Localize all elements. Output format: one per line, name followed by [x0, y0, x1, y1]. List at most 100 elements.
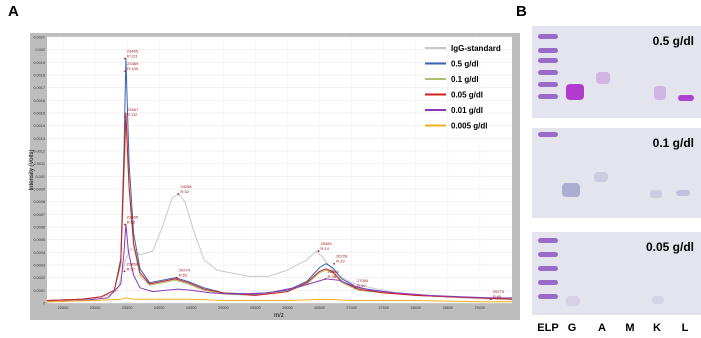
- y-tick-labels: 0 0.0001 0.0002 0.0003 0.0004 0.0005 0.0006 0.0…: [33, 36, 45, 306]
- ladder-band: [538, 132, 558, 137]
- peak-label: R:38: [328, 274, 337, 279]
- gel-panel-3: 0.05 g/dl: [532, 232, 701, 315]
- y-tick-label: 0.0015: [33, 112, 45, 116]
- x-tick-label: 27500: [378, 306, 389, 310]
- y-tick-label: 0.0014: [33, 124, 45, 128]
- gel-band: [562, 183, 580, 197]
- x-tick-label: 24500: [186, 306, 197, 310]
- lane-labels: ELP G A M K L: [532, 322, 701, 336]
- x-tick-label: 27000: [346, 306, 357, 310]
- x-tick-label: 26000: [282, 306, 293, 310]
- y-tick-label: 0.0006: [33, 226, 45, 230]
- ladder-band: [538, 94, 558, 99]
- mass-spectrum-chart: 23465R:12123469R:13923467R:11224298R:322…: [29, 33, 520, 320]
- x-tick-label: 24000: [154, 306, 165, 310]
- peak-label: R:32: [180, 189, 189, 194]
- peak-marker: [489, 298, 492, 301]
- peak-marker: [324, 278, 327, 280]
- peak-marker: [124, 57, 126, 60]
- panel-a-label: A: [8, 3, 19, 20]
- lane-label: L: [681, 322, 689, 334]
- lane-label: G: [567, 322, 577, 334]
- ladder-band: [538, 294, 558, 299]
- y-tick-label: 0.0008: [33, 200, 45, 204]
- legend-entry: IgG-standard: [451, 44, 501, 53]
- peak-label: R:40: [357, 283, 366, 288]
- x-tick-label: 29000: [475, 306, 486, 310]
- legend-entry: 0.005 g/dl: [451, 122, 487, 131]
- peak-marker: [124, 70, 127, 73]
- plot-area: [47, 37, 512, 303]
- lane-label: A: [598, 322, 606, 334]
- gel-panel-2: 0.1 g/dl: [532, 128, 701, 218]
- legend-entry: 0.5 g/dl: [451, 60, 479, 69]
- peak-label: R:62: [127, 219, 136, 224]
- peak-label: 26484: [321, 241, 333, 246]
- peak-label: 23458: [126, 261, 138, 266]
- x-tick-label: 25500: [250, 306, 261, 310]
- gel-band: [650, 190, 662, 198]
- ladder-band: [538, 238, 558, 243]
- peak-label: 23465: [127, 214, 139, 219]
- peak-label: R:112: [127, 112, 138, 117]
- gel-concentration-label: 0.1 g/dl: [652, 136, 694, 150]
- x-tick-label: 23500: [122, 306, 133, 310]
- x-axis-label: m/z: [274, 313, 284, 319]
- peak-label: R:62: [179, 273, 188, 278]
- series-line: [46, 224, 512, 303]
- ladder-band: [538, 58, 558, 63]
- peak-marker: [333, 262, 336, 265]
- gel-concentration-label: 0.05 g/dl: [645, 240, 694, 254]
- y-axis-label: Intensity (Volts): [29, 149, 35, 190]
- lane-label: M: [625, 322, 635, 334]
- peak-label: R:14: [321, 246, 330, 251]
- peak-label: R:69: [493, 294, 502, 299]
- y-tick-label: 0.0002: [33, 276, 45, 280]
- peak-label: 23465: [127, 49, 139, 54]
- peak-label: R:139: [127, 66, 138, 71]
- y-tick-label: 0.0007: [33, 213, 45, 217]
- y-tick-label: 0.0003: [33, 264, 45, 268]
- gel-band: [652, 296, 664, 304]
- peak-marker: [124, 115, 126, 118]
- y-tick-label: 0.0005: [33, 238, 45, 242]
- y-tick-label: 0.0011: [34, 162, 45, 166]
- x-tick-label: 22500: [58, 306, 69, 310]
- peak-label: 27054: [357, 278, 369, 283]
- gel-band: [566, 84, 584, 100]
- legend: IgG-standard 0.5 g/dl 0.1 g/dl 0.05 g/dl 0.0…: [425, 44, 501, 131]
- ladder-band: [538, 82, 558, 87]
- ladder-band: [538, 252, 558, 257]
- gel-concentration-label: 0.5 g/dl: [652, 34, 694, 48]
- lane-label: K: [653, 322, 661, 334]
- peak-label: 26728: [336, 254, 348, 259]
- peak-label: R:121: [127, 54, 138, 59]
- series-lines: [46, 58, 513, 303]
- y-tick-label: 0.0017: [33, 86, 45, 90]
- peak-label: R:57: [126, 266, 135, 271]
- peak-label: 24298: [180, 184, 192, 189]
- peak-label: 23467: [127, 107, 139, 112]
- x-tick-label: 25000: [218, 306, 229, 310]
- gel-band: [596, 72, 610, 84]
- peak-marker: [317, 250, 320, 252]
- gel-band: [594, 172, 608, 182]
- peak-marker: [124, 223, 126, 226]
- ladder-band: [538, 280, 558, 285]
- gel-panel-1: 0.5 g/dl: [532, 26, 701, 118]
- peak-label: R:19: [336, 259, 345, 264]
- peak-marker: [175, 276, 178, 279]
- gel-band: [676, 190, 690, 196]
- gel-band: [678, 95, 694, 101]
- y-tick-label: 0.0004: [33, 251, 45, 255]
- ladder-band: [538, 48, 558, 53]
- x-tick-label: 28500: [443, 306, 454, 310]
- y-tick-label: 0.002: [35, 48, 45, 52]
- x-tick-label: 23000: [90, 306, 101, 310]
- series-line: [46, 112, 513, 301]
- y-tick-label: 0: [43, 302, 45, 306]
- y-tick-label: 0.001: [35, 175, 45, 179]
- legend-entry: 0.05 g/dl: [451, 91, 483, 100]
- y-tick-label: 0.0019: [33, 61, 45, 65]
- gel-band: [566, 296, 580, 306]
